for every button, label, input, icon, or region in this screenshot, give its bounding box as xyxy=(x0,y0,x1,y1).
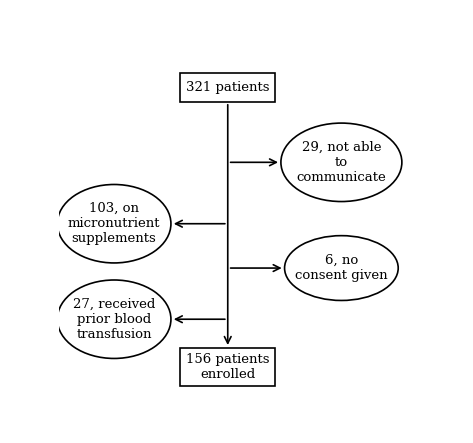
Text: 29, not able
to
communicate: 29, not able to communicate xyxy=(297,141,386,184)
FancyBboxPatch shape xyxy=(180,348,275,386)
Text: 103, on
micronutrient
supplements: 103, on micronutrient supplements xyxy=(68,202,160,245)
Ellipse shape xyxy=(57,280,171,358)
Text: 156 patients
enrolled: 156 patients enrolled xyxy=(186,353,270,381)
Text: 6, no
consent given: 6, no consent given xyxy=(295,254,388,282)
Ellipse shape xyxy=(57,184,171,263)
Ellipse shape xyxy=(281,123,402,202)
Ellipse shape xyxy=(285,236,398,300)
Text: 321 patients: 321 patients xyxy=(186,81,270,94)
FancyBboxPatch shape xyxy=(180,73,275,102)
Text: 27, received
prior blood
transfusion: 27, received prior blood transfusion xyxy=(73,298,155,341)
